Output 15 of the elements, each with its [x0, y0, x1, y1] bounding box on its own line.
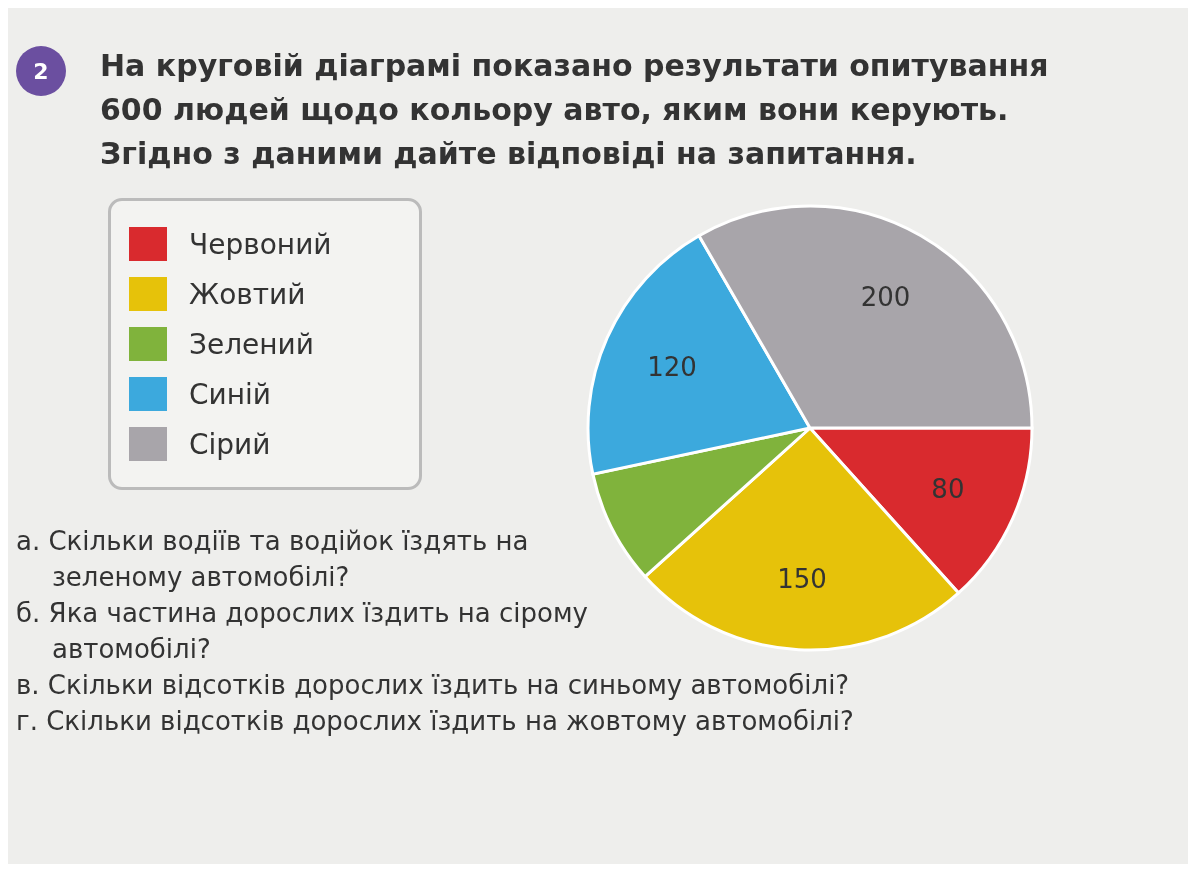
legend-label: Червоний	[189, 227, 332, 261]
data-label: 200	[860, 282, 911, 313]
legend-label: Жовтий	[189, 277, 306, 311]
chart-title: На круговій діаграмі показано результати опитування 600 людей щодо кольору авто, яким вони керують. Згідно з даними дайте відповіді на запитання.	[100, 47, 1050, 173]
legend-label: Сірий	[189, 427, 271, 461]
text: б. Яка частина дорослих їздить на сірому автомобілі?	[16, 597, 589, 666]
text: а. Скільки водіїв та водійок їздять на зеленому автомобілі?	[16, 525, 530, 594]
legend-label: Синій	[189, 377, 272, 411]
data-label: 80	[931, 474, 965, 505]
text: в. Скільки відсотків дорослих їздить на синьому автомобілі?	[16, 669, 851, 702]
text: 2	[16, 46, 66, 96]
data-label: 120	[647, 351, 697, 382]
text: г. Скільки відсотків дорослих їздить на жовтому автомобілі?	[16, 705, 855, 738]
data-label: 150	[777, 563, 827, 594]
legend-label: Зелений	[189, 327, 315, 361]
